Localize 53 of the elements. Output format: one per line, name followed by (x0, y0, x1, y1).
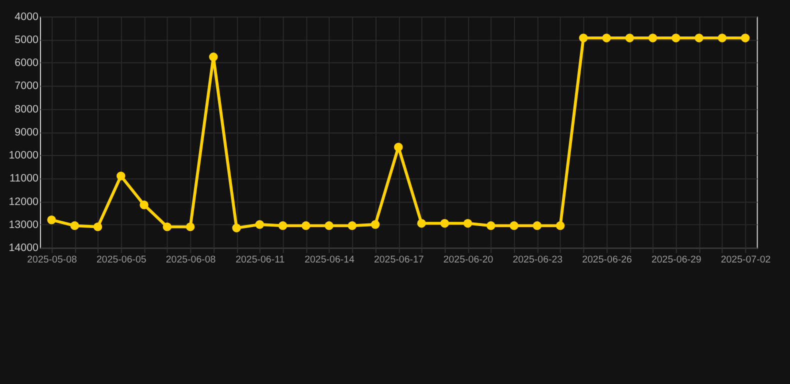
y-tick-label: 9000 (14, 126, 39, 138)
point (209, 52, 218, 62)
y-tick-label: 14000 (8, 242, 39, 254)
x-tick-label: 2025-06-23 (512, 254, 563, 266)
point (394, 142, 403, 152)
point (370, 220, 380, 229)
x-tick-label: 2025-07-02 (720, 254, 771, 266)
point (255, 220, 264, 229)
x-tick-label: 2025-06-08 (166, 254, 216, 266)
point (718, 34, 727, 42)
point (556, 221, 565, 230)
point (440, 218, 450, 228)
point (648, 34, 658, 42)
x-tick-label: 2025-06-14 (304, 254, 356, 266)
y-tick-label: 4000 (14, 10, 39, 23)
point (278, 221, 288, 230)
x-tick-label: 2025-06-20 (443, 254, 494, 266)
x-tick-label: 2025-06-29 (651, 254, 702, 266)
point (186, 222, 195, 232)
x-tick-label: 2025-06-26 (582, 254, 632, 266)
point (463, 218, 472, 228)
y-tick-label: 7000 (14, 80, 39, 92)
point (47, 216, 56, 224)
point (232, 224, 241, 232)
point (348, 221, 357, 230)
point (532, 221, 542, 230)
point (579, 34, 588, 42)
x-tick-label: 2025-05-08 (27, 254, 77, 266)
y-tick-label: 12000 (8, 196, 39, 208)
point (672, 34, 680, 42)
point (324, 221, 334, 230)
point (302, 221, 310, 230)
point (417, 218, 426, 228)
x-tick-label: 2025-06-17 (374, 254, 424, 266)
point (93, 222, 102, 232)
point (116, 172, 126, 180)
point (602, 34, 611, 42)
y-tick-label: 5000 (14, 34, 39, 46)
point (740, 34, 750, 42)
y-tick-label: 8000 (14, 103, 39, 116)
point (140, 200, 148, 210)
y-tick-label: 10000 (8, 150, 39, 162)
point (510, 221, 518, 230)
point (694, 34, 704, 42)
y-tick-label: 13000 (8, 218, 39, 231)
y-tick-label: 6000 (14, 57, 39, 70)
point (70, 221, 80, 230)
point (625, 34, 634, 42)
point (162, 222, 172, 232)
point (486, 221, 496, 230)
x-tick-label: 2025-06-11 (236, 254, 285, 266)
y-tick-label: 11000 (10, 172, 39, 185)
x-tick-label: 2025-06-05 (96, 254, 147, 266)
